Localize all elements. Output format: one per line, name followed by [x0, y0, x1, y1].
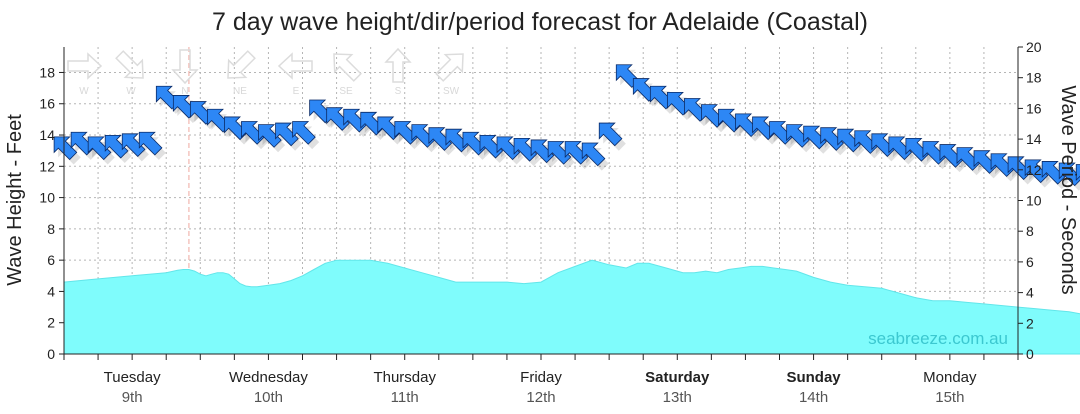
direction-legend-arrow: [115, 50, 144, 79]
period-arrow-mark: [581, 142, 606, 167]
direction-legend-arrow: [333, 53, 362, 82]
period-arrow-mark: [53, 136, 78, 161]
date-label: 12th: [526, 389, 555, 406]
period-arrow-mark: [104, 134, 129, 159]
watermark: seabreeze.com.au: [868, 329, 1008, 348]
y-tick-label-left: 18: [39, 64, 55, 80]
y-tick-label-left: 8: [47, 221, 55, 237]
y-tick-label-right: 14: [1026, 131, 1042, 147]
direction-legend-arrow: [384, 47, 412, 83]
y-tick-label-right: 12: [1026, 162, 1042, 178]
date-label: 13th: [663, 389, 692, 406]
y-tick-label-left: 2: [47, 315, 55, 331]
day-label: Saturday: [645, 369, 710, 386]
direction-legend-label: W: [79, 86, 89, 97]
y-tick-label-right: 0: [1026, 346, 1034, 362]
direction-legend-arrow: [277, 52, 313, 80]
axes: 0 2 4 6 8 10 12 14 16 18 0 2 4 6 8 10 12 14 16 18 20 Tuesday 9…: [39, 39, 1041, 406]
y-tick-label-left: 4: [47, 283, 55, 299]
y-tick-label-left: 6: [47, 252, 55, 268]
direction-legend-label: SE: [339, 86, 353, 97]
day-label: Thursday: [373, 369, 436, 386]
y-tick-label-right: 6: [1026, 254, 1034, 270]
direction-legend-arrow: [435, 53, 464, 82]
wave-height-area: [63, 259, 1080, 355]
day-label: Tuesday: [104, 369, 161, 386]
date-label: 10th: [254, 389, 283, 406]
y-tick-label-right: 4: [1026, 285, 1034, 301]
period-arrow-mark: [258, 124, 282, 148]
direction-legend-arrow: [227, 50, 256, 79]
day-label: Friday: [520, 369, 562, 386]
y-axis-title-right: Wave Period - Seconds: [1057, 85, 1079, 294]
y-tick-label-left: 12: [39, 158, 55, 174]
period-arrow-mark: [292, 121, 316, 145]
y-tick-label-left: 0: [47, 346, 55, 362]
direction-legend-label: E: [293, 86, 300, 97]
day-label: Wednesday: [229, 369, 308, 386]
date-label: 9th: [122, 389, 143, 406]
y-axis-title-left: Wave Height - Feet: [4, 114, 26, 286]
date-label: 15th: [935, 389, 964, 406]
y-tick-label-right: 8: [1026, 223, 1034, 239]
y-tick-label-left: 10: [39, 190, 55, 206]
direction-legend: W W N NE E SE S SW: [67, 47, 464, 97]
wave-period-arrows: [53, 64, 1080, 191]
date-label: 11th: [391, 389, 419, 406]
y-tick-label-right: 16: [1026, 100, 1042, 116]
direction-legend-label: N: [181, 86, 188, 97]
direction-legend-label: W: [126, 86, 136, 97]
day-label: Monday: [923, 369, 977, 386]
direction-legend-label: NE: [233, 86, 247, 97]
period-arrow-mark: [138, 131, 163, 156]
y-tick-label-right: 10: [1026, 193, 1042, 209]
period-arrow-mark: [547, 141, 572, 165]
y-tick-label-left: 16: [39, 96, 55, 112]
direction-legend-arrow: [67, 52, 103, 80]
date-label: 14th: [799, 389, 828, 406]
direction-legend-label: S: [395, 86, 402, 97]
direction-legend-arrow: [171, 49, 199, 85]
period-arrow-mark: [87, 136, 112, 161]
direction-legend-label: SW: [443, 86, 460, 97]
period-arrow-mark: [121, 133, 146, 157]
y-tick-label-left: 14: [39, 127, 55, 143]
y-tick-label-right: 18: [1026, 70, 1042, 86]
period-arrow-mark: [275, 122, 299, 147]
chart-title: 7 day wave height/dir/period forecast fo…: [212, 8, 868, 36]
day-label: Sunday: [786, 369, 841, 386]
period-arrow-mark: [598, 122, 623, 147]
y-tick-label-right: 20: [1026, 39, 1042, 55]
wave-height-series: [63, 259, 1080, 355]
y-tick-label-right: 2: [1026, 315, 1034, 331]
